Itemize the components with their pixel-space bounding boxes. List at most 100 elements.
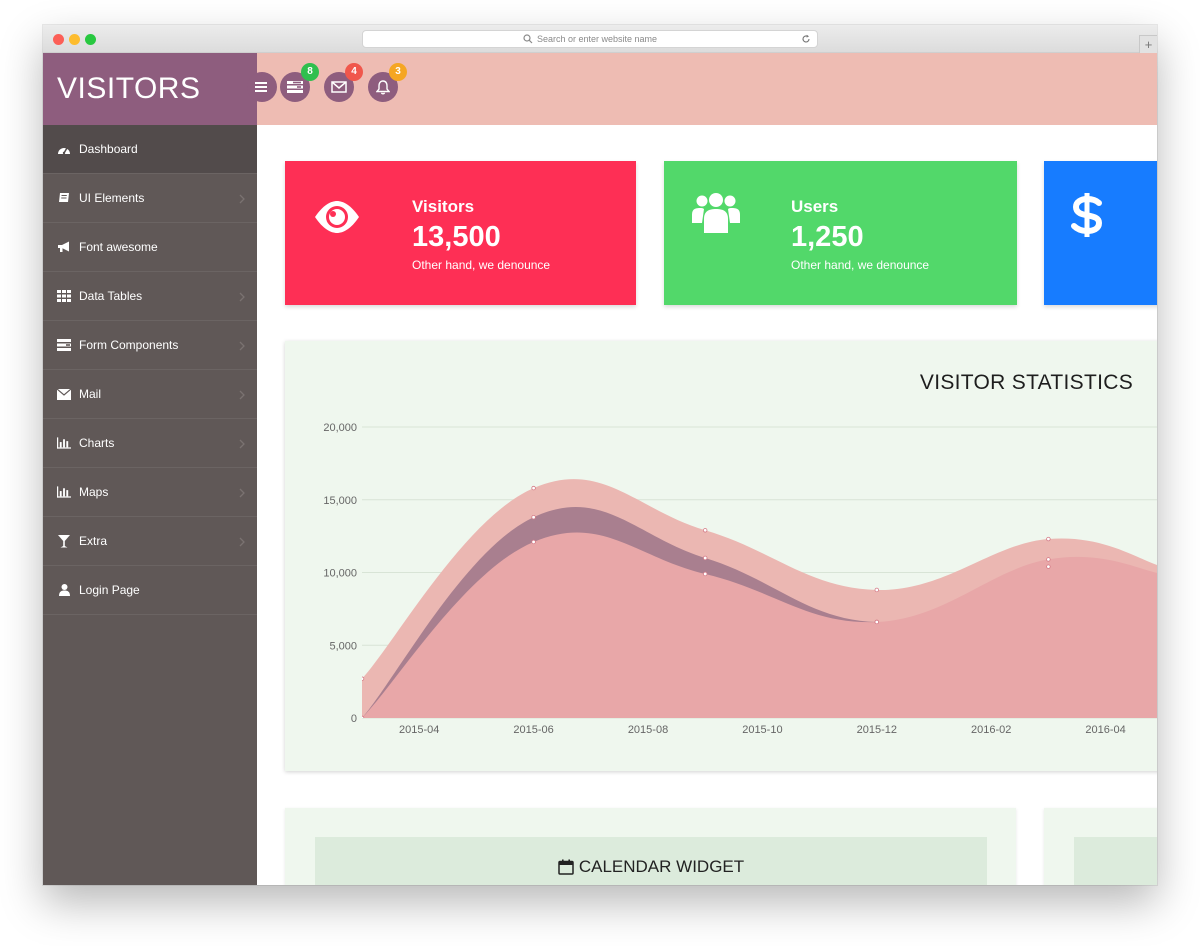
chevron-right-icon bbox=[239, 488, 245, 498]
x-tick-label: 2016-02 bbox=[971, 724, 1011, 736]
chevron-right-icon bbox=[239, 537, 245, 547]
sidebar-item-label: Mail bbox=[79, 387, 102, 401]
users-icon bbox=[692, 193, 740, 233]
tasks-badge: 8 bbox=[301, 63, 319, 81]
chart-plot-area bbox=[360, 479, 1157, 720]
data-point[interactable] bbox=[874, 619, 879, 625]
sidebar-item-label: Charts bbox=[79, 436, 115, 450]
data-point[interactable] bbox=[703, 571, 708, 577]
area-series-3 bbox=[362, 532, 1157, 718]
search-icon bbox=[523, 34, 533, 44]
stat-title: Users bbox=[791, 197, 839, 216]
sidebar-item-dashboard[interactable]: Dashboard bbox=[43, 125, 257, 174]
y-tick-label: 0 bbox=[351, 713, 357, 725]
stat-value: 1,250 bbox=[791, 221, 864, 253]
data-point[interactable] bbox=[531, 485, 536, 491]
visitor-area-chart: 0 5,000 10,000 15,000 20,000 2015-04 2015-06 20… bbox=[323, 422, 1157, 736]
tasks-button[interactable]: 8 bbox=[280, 63, 319, 102]
bullhorn-icon bbox=[58, 241, 69, 252]
data-point[interactable] bbox=[360, 676, 365, 681]
secondary-widget-panel bbox=[1044, 808, 1157, 885]
close-window-button[interactable] bbox=[53, 34, 64, 45]
calendar-icon bbox=[558, 859, 574, 875]
messages-badge: 4 bbox=[345, 63, 363, 81]
envelope-icon bbox=[331, 81, 347, 93]
stat-card-visitors: Visitors 13,500 Other hand, we denounce bbox=[285, 161, 636, 305]
x-tick-label: 2015-12 bbox=[857, 724, 897, 736]
chevron-right-icon bbox=[239, 439, 245, 449]
sidebar-item-label: Maps bbox=[79, 485, 109, 499]
browser-titlebar: Search or enter website name + bbox=[43, 25, 1157, 53]
y-tick-label: 5,000 bbox=[329, 640, 357, 652]
chevron-right-icon bbox=[239, 341, 245, 351]
minimize-window-button[interactable] bbox=[69, 34, 80, 45]
dashboard-app: VISITORS 8 4 3 Dashboard bbox=[43, 53, 1157, 885]
new-tab-button[interactable]: + bbox=[1139, 35, 1157, 53]
x-tick-label: 2015-10 bbox=[742, 724, 782, 736]
envelope-icon bbox=[57, 388, 71, 400]
sidebar-nav: Dashboard UI Elements Font awesome Data … bbox=[43, 125, 257, 885]
sidebar-item-label: Extra bbox=[79, 534, 108, 548]
data-point[interactable] bbox=[531, 515, 536, 520]
menu-toggle-button[interactable] bbox=[247, 72, 277, 102]
visitor-statistics-panel: VISITOR STATISTICS 0 5,000 10,000 15,000 20,… bbox=[285, 341, 1157, 771]
sidebar-item-label: Form Components bbox=[79, 338, 179, 352]
reload-icon[interactable] bbox=[801, 34, 811, 44]
browser-window: Search or enter website name + VISITORS … bbox=[43, 25, 1157, 885]
stat-description: Other hand, we denounce bbox=[791, 258, 930, 272]
messages-button[interactable]: 4 bbox=[324, 63, 363, 102]
sidebar-item-extra[interactable]: Extra bbox=[43, 517, 257, 566]
address-bar[interactable]: Search or enter website name bbox=[362, 30, 818, 48]
data-point[interactable] bbox=[874, 587, 879, 593]
data-point[interactable] bbox=[360, 715, 365, 720]
widget-title: CALENDAR WIDGET bbox=[578, 857, 745, 876]
dollar-icon bbox=[1071, 193, 1103, 237]
calendar-widget-panel: CALENDAR WIDGET bbox=[285, 808, 1016, 885]
sidebar-item-maps[interactable]: Maps bbox=[43, 468, 257, 517]
stat-title: Visitors bbox=[412, 197, 475, 216]
stat-card-revenue bbox=[1044, 161, 1157, 305]
dashboard-icon bbox=[58, 147, 70, 155]
calendar-widget-header: CALENDAR WIDGET bbox=[315, 837, 987, 885]
y-tick-label: 20,000 bbox=[323, 422, 357, 434]
user-icon bbox=[58, 584, 70, 596]
table-icon bbox=[57, 290, 71, 302]
sidebar-item-label: UI Elements bbox=[79, 191, 145, 205]
bell-icon bbox=[376, 79, 390, 95]
hamburger-icon bbox=[255, 82, 267, 92]
data-point[interactable] bbox=[703, 555, 708, 561]
sidebar-item-ui-elements[interactable]: UI Elements bbox=[43, 174, 257, 223]
sidebar-item-label: Font awesome bbox=[79, 240, 158, 254]
address-placeholder: Search or enter website name bbox=[536, 34, 658, 44]
data-point[interactable] bbox=[1046, 557, 1051, 562]
y-tick-label: 15,000 bbox=[323, 495, 357, 507]
sidebar-item-form-components[interactable]: Form Components bbox=[43, 321, 257, 370]
notifications-button[interactable]: 3 bbox=[368, 63, 407, 102]
top-navbar: 8 4 3 bbox=[247, 53, 1157, 125]
x-tick-label: 2015-04 bbox=[399, 724, 439, 736]
form-icon bbox=[57, 339, 71, 351]
sidebar-item-label: Login Page bbox=[79, 583, 140, 597]
sidebar-item-font-awesome[interactable]: Font awesome bbox=[43, 223, 257, 272]
x-tick-label: 2016-04 bbox=[1085, 724, 1125, 736]
data-point[interactable] bbox=[703, 528, 708, 533]
y-tick-label: 10,000 bbox=[323, 568, 357, 580]
cocktail-icon bbox=[58, 534, 70, 547]
main-content: Visitors 13,500 Other hand, we denounce … bbox=[257, 125, 1157, 885]
x-tick-label: 2015-08 bbox=[628, 724, 668, 736]
stat-value: 13,500 bbox=[412, 221, 501, 253]
bar-chart-icon bbox=[57, 486, 71, 498]
sidebar-item-mail[interactable]: Mail bbox=[43, 370, 257, 419]
sidebar-item-label: Dashboard bbox=[79, 142, 138, 156]
sidebar-item-login-page[interactable]: Login Page bbox=[43, 566, 257, 615]
data-point[interactable] bbox=[1046, 536, 1051, 542]
secondary-widget-header bbox=[1074, 837, 1157, 885]
chevron-right-icon bbox=[239, 194, 245, 204]
maximize-window-button[interactable] bbox=[85, 34, 96, 45]
data-point[interactable] bbox=[531, 539, 536, 545]
notifications-badge: 3 bbox=[389, 63, 407, 81]
sidebar-item-charts[interactable]: Charts bbox=[43, 419, 257, 468]
eye-icon bbox=[315, 201, 359, 233]
sidebar-item-data-tables[interactable]: Data Tables bbox=[43, 272, 257, 321]
data-point[interactable] bbox=[1046, 564, 1051, 569]
